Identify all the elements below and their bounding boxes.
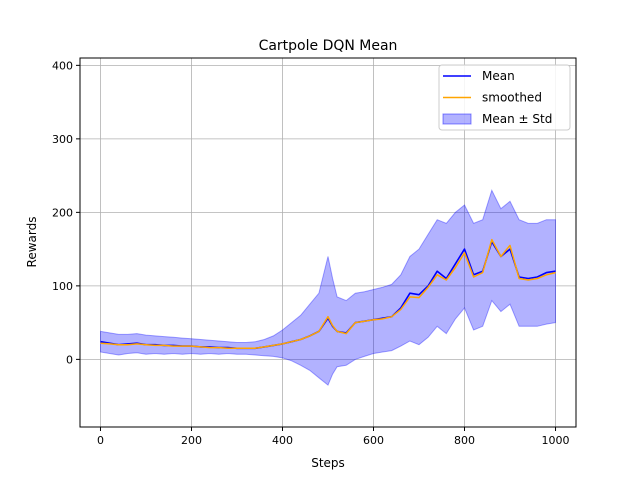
y-tick-label-3: 300 bbox=[52, 133, 73, 146]
x-axis-ticks: 0 200 400 600 800 1000 bbox=[97, 427, 570, 447]
x-tick-label-1: 200 bbox=[181, 434, 202, 447]
y-tick-label-1: 100 bbox=[52, 280, 73, 293]
y-tick-label-0: 0 bbox=[66, 353, 73, 366]
plot-frame bbox=[79, 57, 577, 428]
x-axis-label: Steps bbox=[311, 456, 345, 470]
y-axis-ticks: 0 100 200 300 400 bbox=[52, 59, 80, 366]
series-layer bbox=[100, 238, 556, 350]
x-tick-label-0: 0 bbox=[97, 434, 104, 447]
x-tick-label-4: 800 bbox=[454, 434, 475, 447]
legend-swatch-mean-std bbox=[442, 113, 472, 125]
y-axis-label: Rewards bbox=[25, 217, 39, 268]
legend-label-smoothed: smoothed bbox=[482, 91, 542, 105]
legend: Mean smoothed Mean ± Std bbox=[438, 64, 571, 131]
legend-label-mean-std: Mean ± Std bbox=[482, 112, 552, 126]
legend-label-mean: Mean bbox=[482, 69, 515, 83]
x-tick-label-2: 400 bbox=[272, 434, 293, 447]
chart-title: Cartpole DQN Mean bbox=[259, 38, 398, 54]
series-line-smoothed bbox=[100, 238, 556, 350]
std-band bbox=[100, 188, 556, 386]
std-band-layer bbox=[100, 188, 556, 386]
x-tick-label-5: 1000 bbox=[542, 434, 570, 447]
x-tick-label-3: 600 bbox=[363, 434, 384, 447]
y-tick-label-4: 400 bbox=[52, 59, 73, 72]
y-tick-label-2: 200 bbox=[52, 206, 73, 219]
legend-box bbox=[438, 64, 571, 131]
